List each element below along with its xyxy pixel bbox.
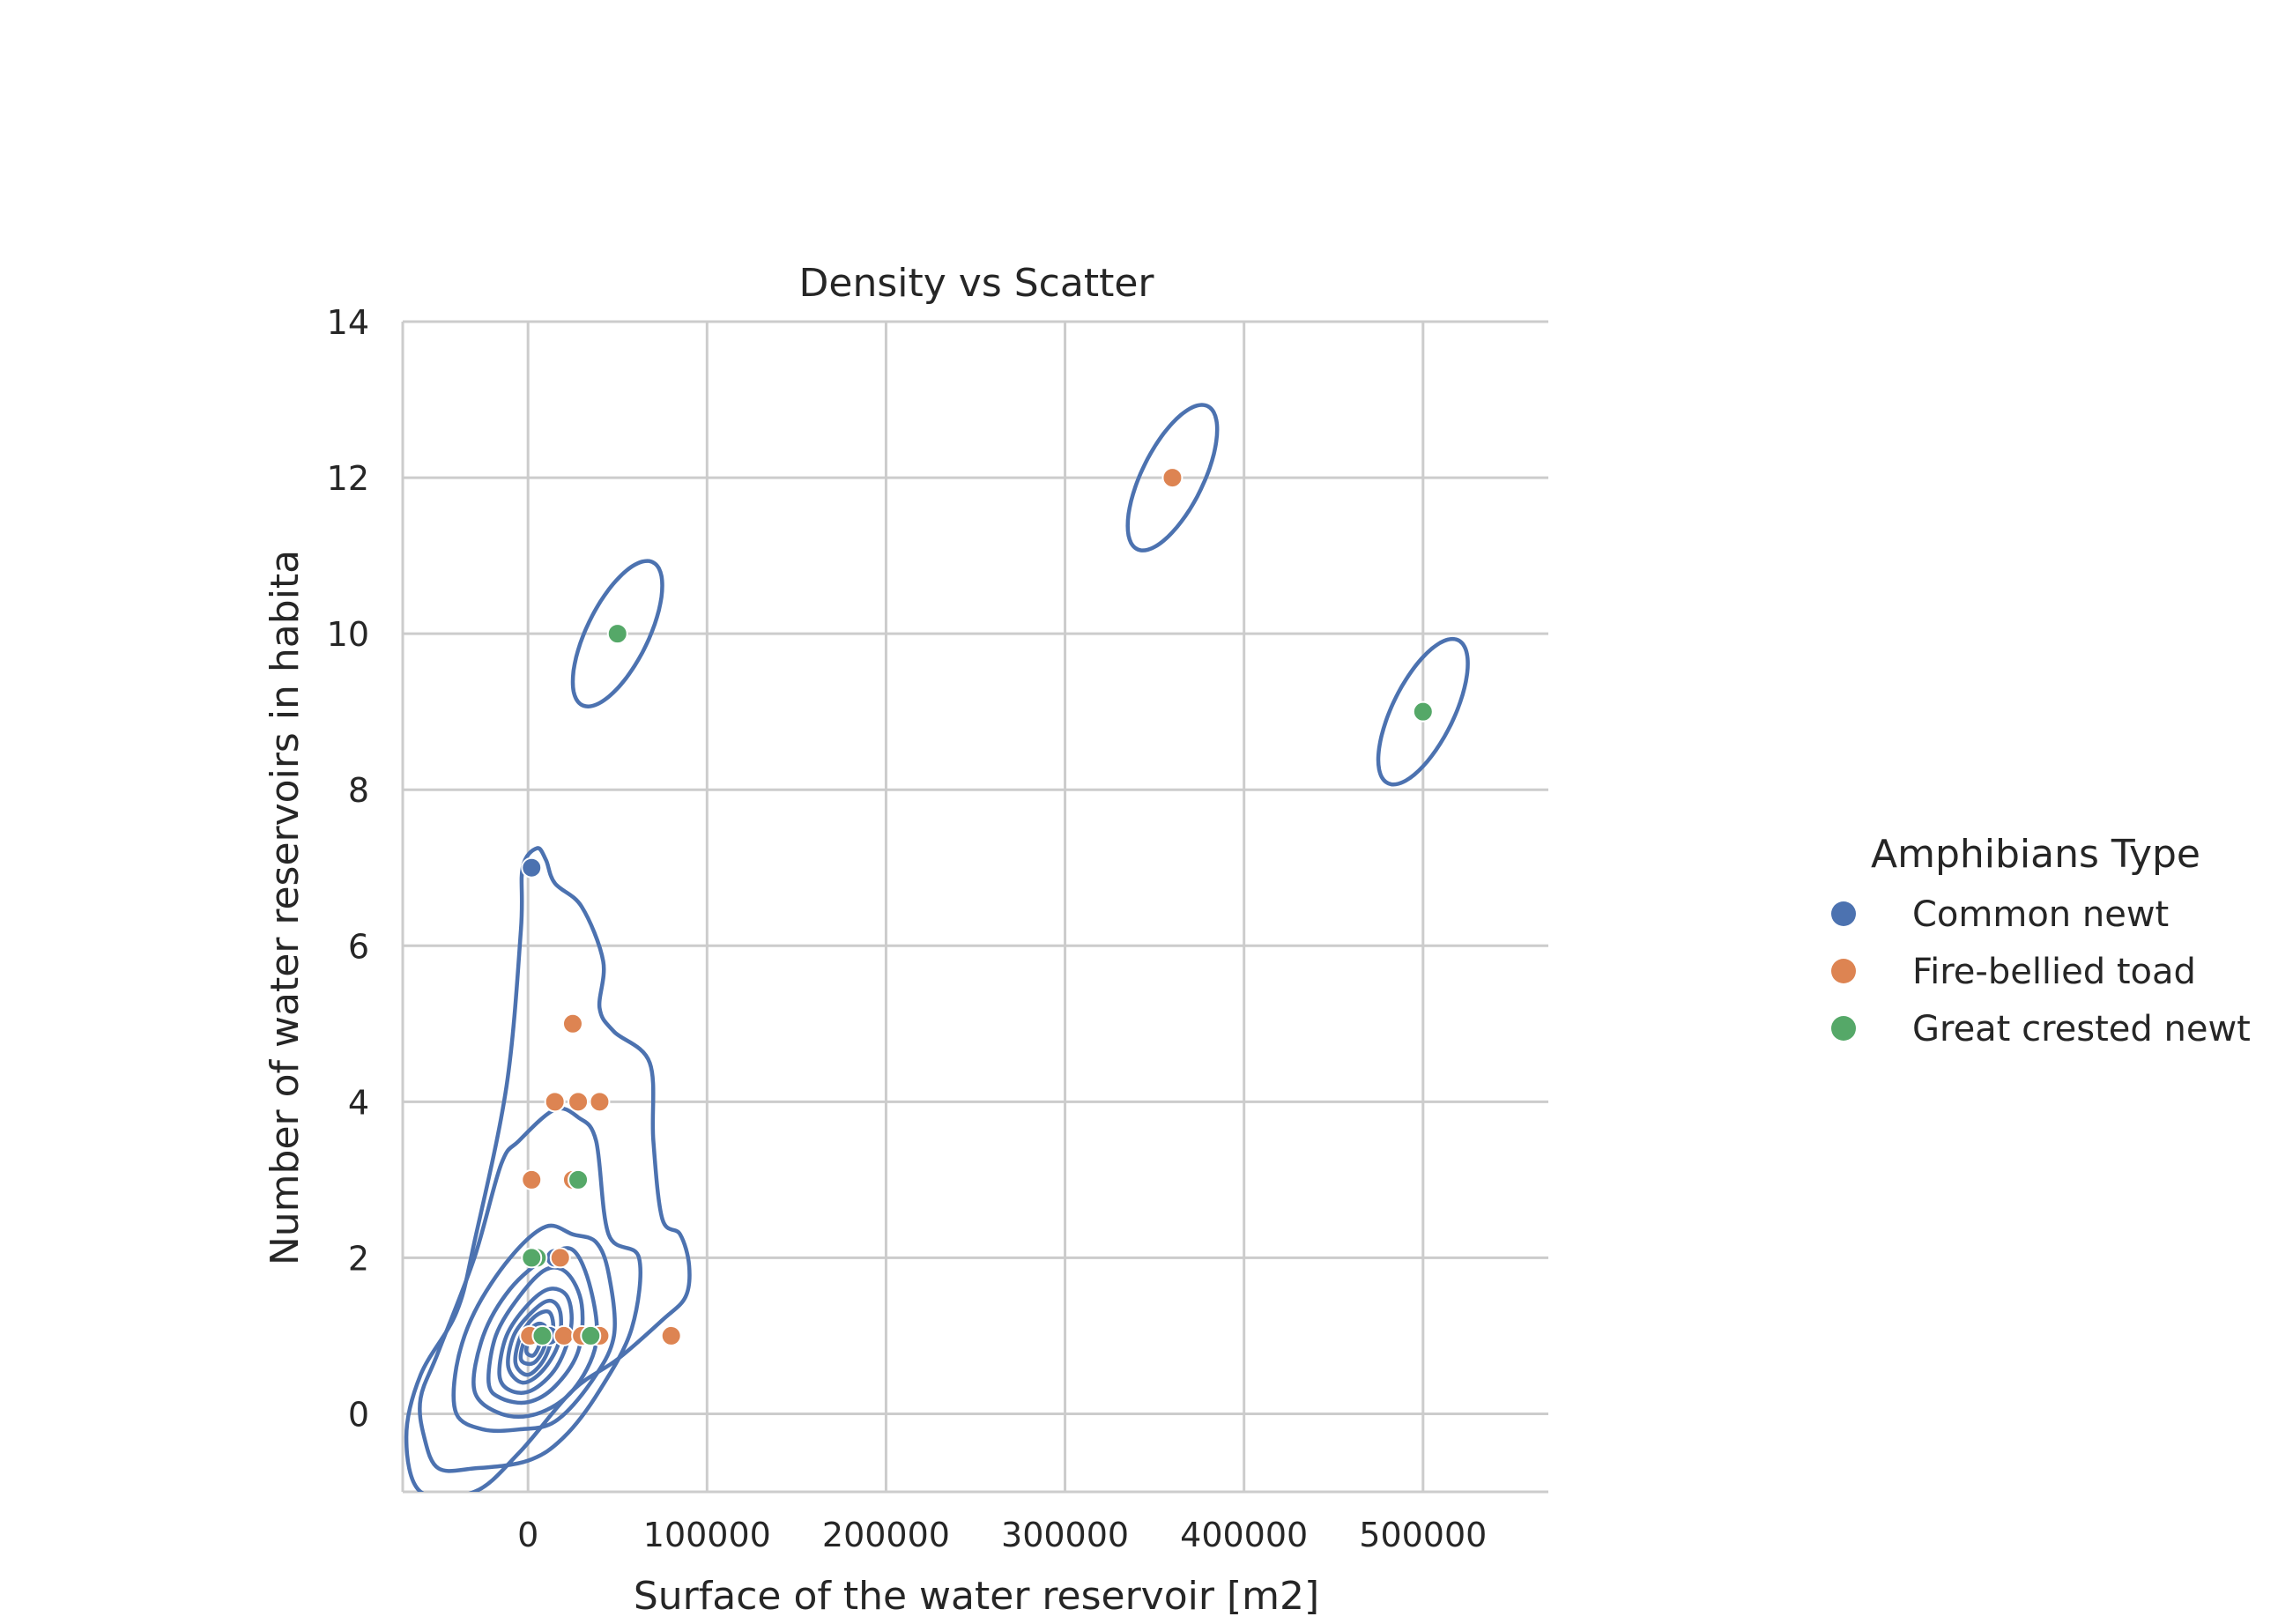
data-point (568, 1168, 590, 1190)
data-point (549, 1247, 571, 1269)
data-point (521, 856, 543, 879)
y-tick-label: 8 (348, 771, 369, 810)
scatter-points (519, 467, 1434, 1346)
density-contour-level-4 (471, 1246, 599, 1420)
legend-label: Common newt (1912, 894, 2169, 935)
axes-spines (401, 322, 1548, 1494)
data-point (521, 1247, 543, 1269)
data-point (531, 1324, 553, 1346)
x-tick-label: 300000 (1001, 1516, 1129, 1554)
data-point (553, 1324, 575, 1346)
y-tick-label: 12 (327, 459, 369, 498)
density-contour-third (451, 1223, 617, 1434)
series-fire-bellied-toad (519, 467, 1184, 1346)
x-tick-label: 0 (517, 1516, 538, 1554)
y-tick-label: 2 (348, 1239, 369, 1278)
y-tick-label: 4 (348, 1083, 369, 1122)
density-contour-ellipse-10 (570, 559, 664, 708)
y-tick-label: 10 (327, 615, 369, 654)
data-point (521, 1168, 543, 1190)
density-contour-ellipse-9 (1376, 636, 1470, 787)
data-point (580, 1324, 602, 1346)
density-contour-outer (404, 846, 692, 1492)
legend-entries: Common newt Fire-bellied toad Great creste… (1831, 894, 2251, 1049)
x-tick-label: 400000 (1180, 1516, 1308, 1554)
legend-marker (1831, 959, 1856, 983)
x-tick-label: 500000 (1359, 1516, 1487, 1554)
density-contour-level-7 (506, 1298, 563, 1385)
data-point (606, 623, 628, 645)
y-tick-label: 0 (348, 1395, 369, 1434)
density-contour-level-5 (486, 1265, 585, 1405)
chart-title: Density vs Scatter (799, 261, 1155, 306)
y-tick-label: 14 (327, 303, 369, 342)
data-point (544, 1091, 566, 1113)
legend-marker (1831, 901, 1856, 926)
legend: Amphibians Type Common newt Fire-bellied … (1831, 832, 2251, 1049)
density-contour-second (418, 1106, 642, 1473)
legend-title: Amphibians Type (1871, 832, 2200, 877)
legend-label: Fire-bellied toad (1912, 952, 2196, 992)
density-contour-ellipse-12 (1125, 403, 1220, 552)
legend-marker (1831, 1016, 1856, 1041)
data-point (561, 1012, 583, 1034)
y-axis-label: Number of water reservoirs in habita (263, 550, 308, 1265)
data-point (589, 1091, 611, 1113)
data-point (660, 1324, 682, 1346)
data-point (568, 1091, 590, 1113)
tick-labels: 0 100000 200000 300000 400000 500000 0 2 4 6 8 10 12… (327, 303, 1488, 1554)
data-point (1161, 467, 1184, 489)
legend-label: Great crested newt (1912, 1009, 2251, 1049)
x-tick-label: 100000 (643, 1516, 771, 1554)
density-contour-level-6 (497, 1287, 574, 1395)
series-great-crested-newt (521, 623, 1434, 1346)
x-tick-label: 200000 (822, 1516, 950, 1554)
x-axis-label: Surface of the water reservoir [m2] (634, 1574, 1319, 1619)
y-tick-label: 6 (348, 927, 369, 966)
data-point (1412, 701, 1434, 723)
grid (403, 320, 1548, 1492)
